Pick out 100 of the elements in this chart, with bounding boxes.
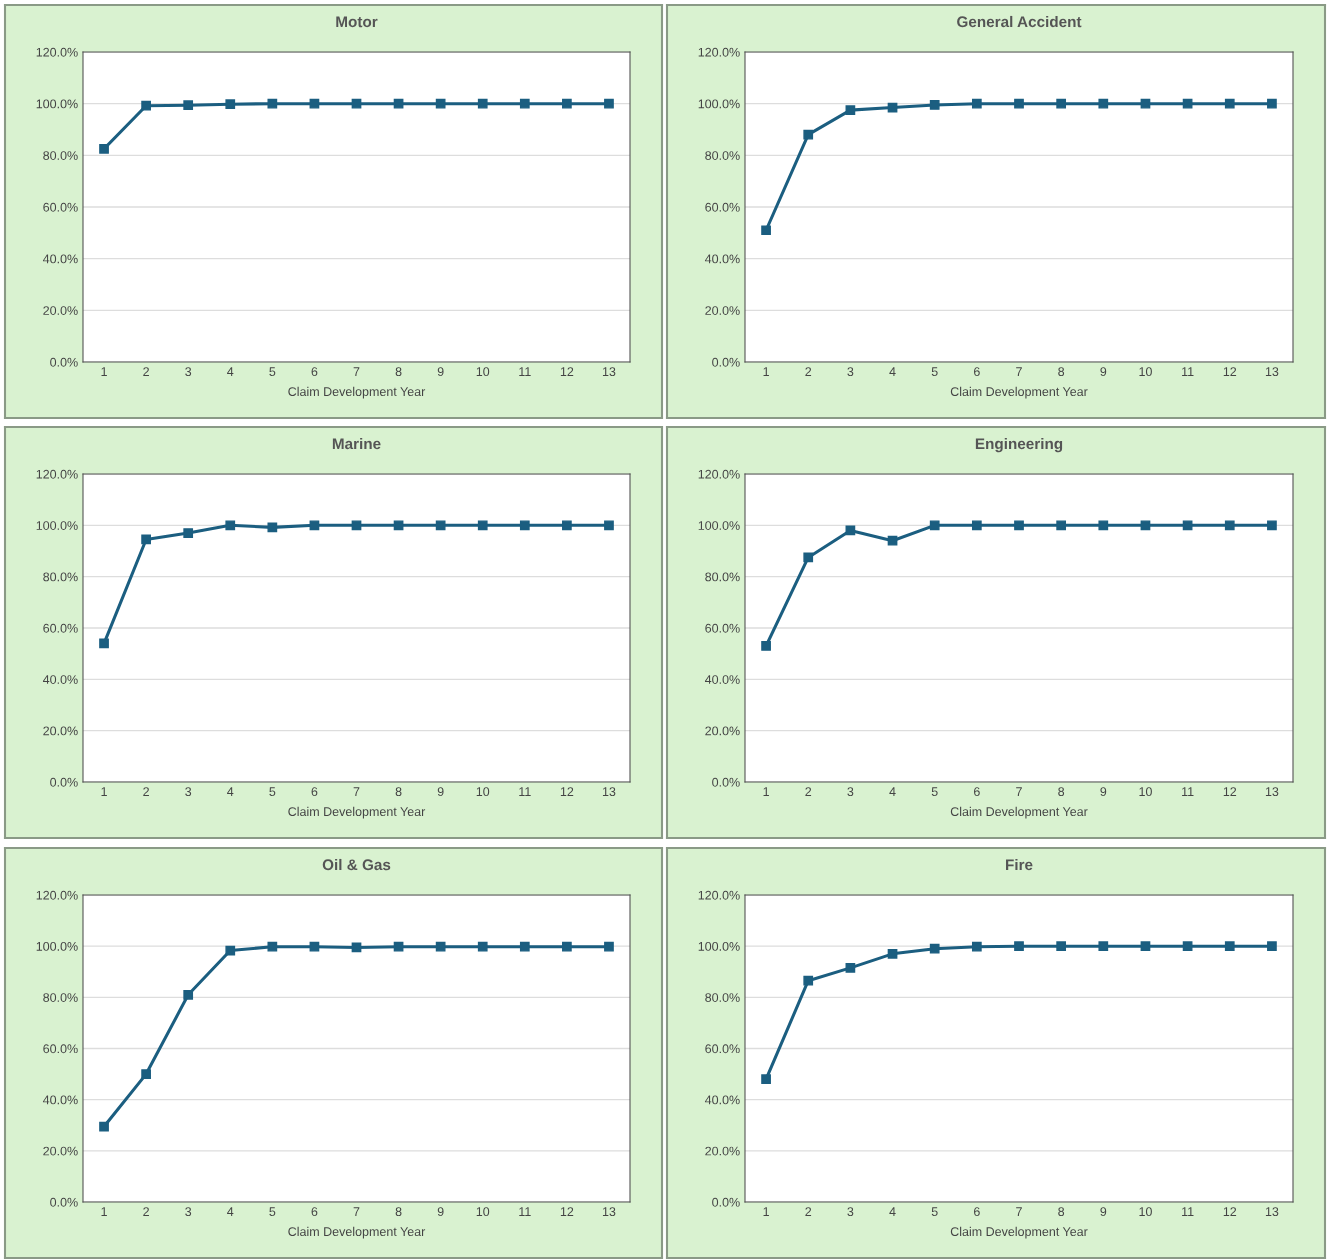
x-tick-label: 1 — [101, 1207, 107, 1216]
x-tick-label: 13 — [602, 367, 616, 377]
y-tick-label: 20.0% — [705, 306, 740, 315]
y-tick-label: 40.0% — [42, 1095, 78, 1105]
y-tick-label: 100.0% — [698, 941, 740, 951]
point — [761, 225, 771, 236]
x-tick-label: 11 — [519, 1207, 531, 1216]
x-tick-label: 8 — [1058, 367, 1065, 377]
x-tick-label: 1 — [101, 367, 107, 376]
point — [435, 941, 446, 952]
y-tick-label: 0.0% — [50, 357, 78, 367]
point — [393, 941, 404, 952]
x-tick-label: 10 — [476, 367, 490, 377]
point — [225, 945, 236, 956]
y-tick-label: 0.0% — [50, 777, 78, 787]
x-tick-label: 9 — [1100, 787, 1107, 797]
x-axis-title: Claim Development Year — [950, 806, 1088, 819]
point — [803, 975, 814, 986]
point — [562, 98, 572, 109]
x-tick-label: 12 — [1223, 367, 1237, 376]
x-tick-label: 7 — [353, 367, 360, 376]
x-tick-label: 4 — [227, 367, 234, 376]
x-tick-label: 7 — [353, 787, 360, 796]
x-tick-label: 3 — [185, 787, 192, 797]
point — [519, 941, 530, 952]
x-tick-label: 4 — [227, 1207, 234, 1216]
y-tick-label: 120.0% — [36, 469, 78, 479]
point — [803, 552, 814, 563]
x-tick-label: 6 — [311, 1207, 318, 1217]
x-tick-label: 12 — [560, 787, 574, 796]
y-tick-label: 120.0% — [698, 469, 740, 479]
x-tick-label: 9 — [437, 367, 444, 377]
point — [1140, 520, 1151, 531]
x-tick-label: 5 — [269, 1207, 276, 1217]
chart-title: General Accident — [957, 15, 1082, 28]
x-tick-label: 13 — [1265, 787, 1279, 797]
x-tick-label: 6 — [311, 787, 318, 797]
y-tick-label: 100.0% — [36, 941, 78, 951]
x-tick-label: 10 — [1139, 367, 1152, 377]
y-tick-label: 100.0% — [36, 521, 78, 530]
x-tick-label: 3 — [185, 367, 192, 377]
y-tick-label: 80.0% — [43, 572, 78, 582]
point — [351, 98, 362, 109]
x-tick-label: 4 — [889, 1207, 896, 1216]
y-tick-label: 60.0% — [43, 1044, 78, 1054]
y-tick-label: 60.0% — [705, 1044, 740, 1054]
point — [929, 100, 940, 110]
x-tick-label: 2 — [805, 1207, 812, 1216]
chart-title: Oil & Gas — [322, 858, 391, 871]
point — [604, 520, 614, 531]
x-tick-label: 12 — [560, 367, 574, 376]
point — [761, 641, 771, 651]
point — [1056, 520, 1067, 531]
x-tick-label: 5 — [931, 1207, 938, 1217]
point — [141, 534, 151, 545]
point — [1140, 941, 1151, 952]
point — [1056, 941, 1067, 952]
x-tick-label: 10 — [1139, 787, 1152, 797]
y-tick-label: 120.0% — [698, 47, 740, 57]
y-tick-label: 40.0% — [704, 254, 740, 264]
point — [99, 1121, 109, 1132]
x-tick-label: 1 — [763, 367, 769, 376]
x-tick-label: 12 — [1223, 1207, 1237, 1216]
x-tick-label: 6 — [311, 367, 318, 377]
point — [267, 941, 278, 952]
point — [351, 520, 362, 531]
y-tick-label: 0.0% — [50, 1197, 78, 1207]
x-tick-label: 10 — [1139, 1207, 1152, 1217]
point — [99, 144, 109, 154]
x-tick-label: 11 — [1182, 787, 1194, 796]
point — [435, 520, 446, 531]
chart-title: Fire — [1006, 858, 1033, 871]
point — [1140, 98, 1151, 109]
x-tick-label: 8 — [1058, 787, 1065, 797]
point — [845, 105, 856, 115]
y-tick-label: 20.0% — [43, 726, 78, 736]
x-tick-label: 8 — [1058, 1207, 1065, 1217]
point — [1014, 520, 1024, 531]
y-tick-label: 100.0% — [698, 99, 740, 109]
x-tick-label: 8 — [395, 1207, 402, 1217]
y-tick-label: 40.0% — [42, 254, 78, 264]
x-tick-label: 7 — [1016, 367, 1022, 376]
x-tick-label: 11 — [1182, 1207, 1194, 1216]
y-tick-label: 80.0% — [705, 993, 740, 1002]
point — [604, 941, 614, 952]
y-tick-label: 80.0% — [43, 151, 78, 160]
x-tick-label: 9 — [437, 787, 444, 797]
point — [1182, 98, 1193, 109]
point — [1182, 520, 1193, 531]
y-tick-label: 20.0% — [705, 1146, 740, 1156]
y-tick-label: 60.0% — [705, 202, 740, 212]
point — [1267, 941, 1277, 952]
point — [562, 520, 572, 531]
point — [1098, 941, 1109, 952]
point — [141, 100, 151, 111]
chart-title: Marine — [332, 437, 381, 450]
x-tick-label: 5 — [269, 787, 276, 797]
x-tick-label: 6 — [974, 1207, 980, 1217]
x-tick-label: 4 — [227, 787, 234, 796]
point — [803, 129, 814, 140]
